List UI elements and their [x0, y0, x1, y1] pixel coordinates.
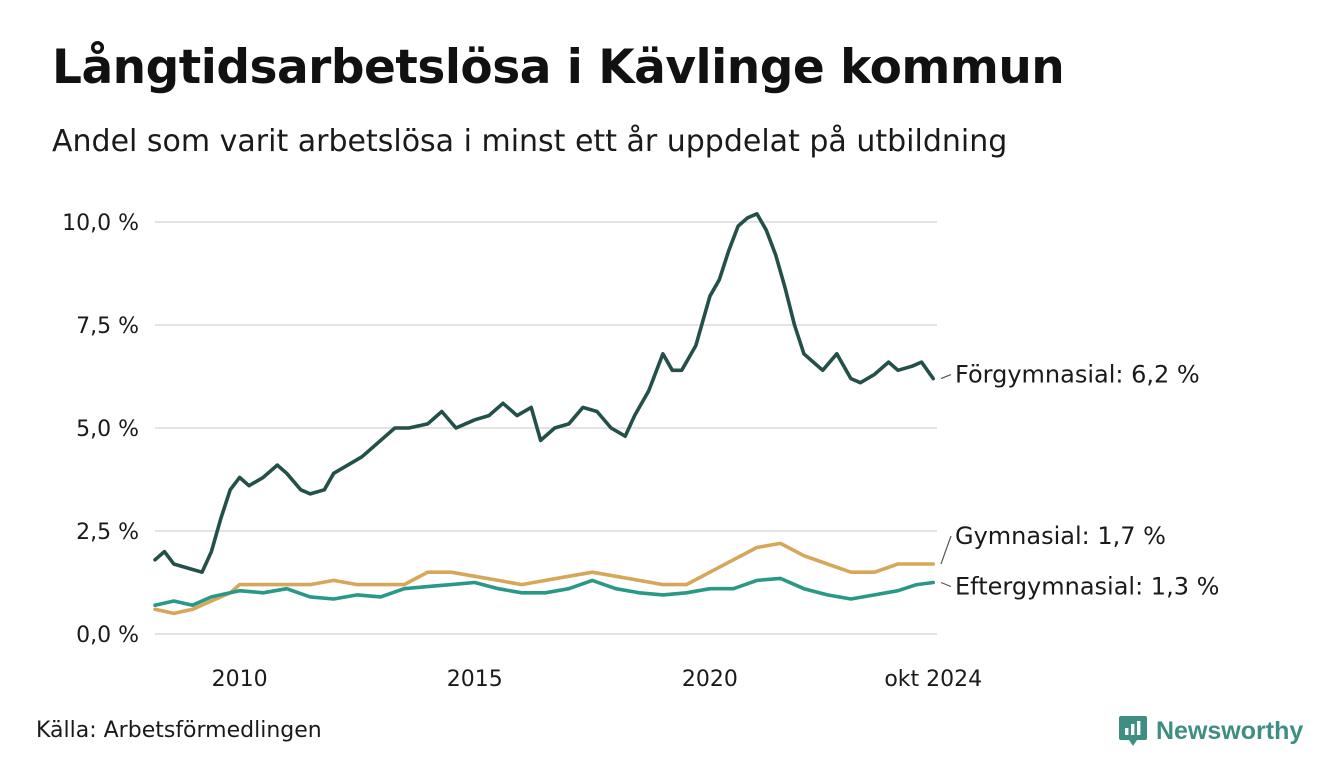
- y-tick-label: 2,5 %: [76, 520, 139, 545]
- end-label-connector: [940, 581, 952, 588]
- x-tick-label: 2010: [212, 667, 268, 692]
- x-tick-label: 2015: [447, 667, 503, 692]
- chart-title: Långtidsarbetslösa i Kävlinge kommun: [52, 40, 1065, 95]
- source-note: Källa: Arbetsförmedlingen: [36, 718, 322, 743]
- gridlines: [155, 221, 937, 635]
- y-tick-label: 10,0 %: [62, 211, 139, 236]
- x-axis-ticks: 2010 2015 2020 okt 2024: [212, 667, 983, 692]
- line-chart: 0,0 % 2,5 % 5,0 % 7,5 % 10,0 % 2010 2015 2020 o…: [62, 211, 1219, 692]
- x-tick-label: 2020: [682, 667, 738, 692]
- series-line-förgymnasial: [153, 212, 936, 575]
- end-label-connector: [940, 535, 952, 565]
- brand-logo: Newsworthy: [1118, 714, 1303, 748]
- chart-subtitle: Andel som varit arbetslösa i minst ett å…: [52, 124, 1008, 159]
- end-label-förgymnasial: Förgymnasial: 6,2 %: [955, 361, 1200, 389]
- end-label-gymnasial: Gymnasial: 1,7 %: [955, 522, 1166, 550]
- series-lines: [153, 212, 936, 616]
- end-label-eftergymnasial: Eftergymnasial: 1,3 %: [955, 573, 1219, 601]
- series-line-gymnasial: [153, 541, 936, 616]
- y-tick-label: 7,5 %: [76, 314, 139, 339]
- newsworthy-logo-icon: [1119, 716, 1147, 746]
- end-labels: Förgymnasial: 6,2 % Gymnasial: 1,7 % Efter…: [940, 361, 1219, 601]
- series-line-eftergymnasial: [153, 576, 936, 608]
- brand-name: Newsworthy: [1156, 716, 1304, 745]
- y-axis-ticks: 0,0 % 2,5 % 5,0 % 7,5 % 10,0 %: [62, 211, 139, 648]
- x-tick-label: okt 2024: [884, 667, 982, 692]
- y-tick-label: 5,0 %: [76, 417, 139, 442]
- end-label-connector: [940, 374, 952, 380]
- y-tick-label: 0,0 %: [76, 623, 139, 648]
